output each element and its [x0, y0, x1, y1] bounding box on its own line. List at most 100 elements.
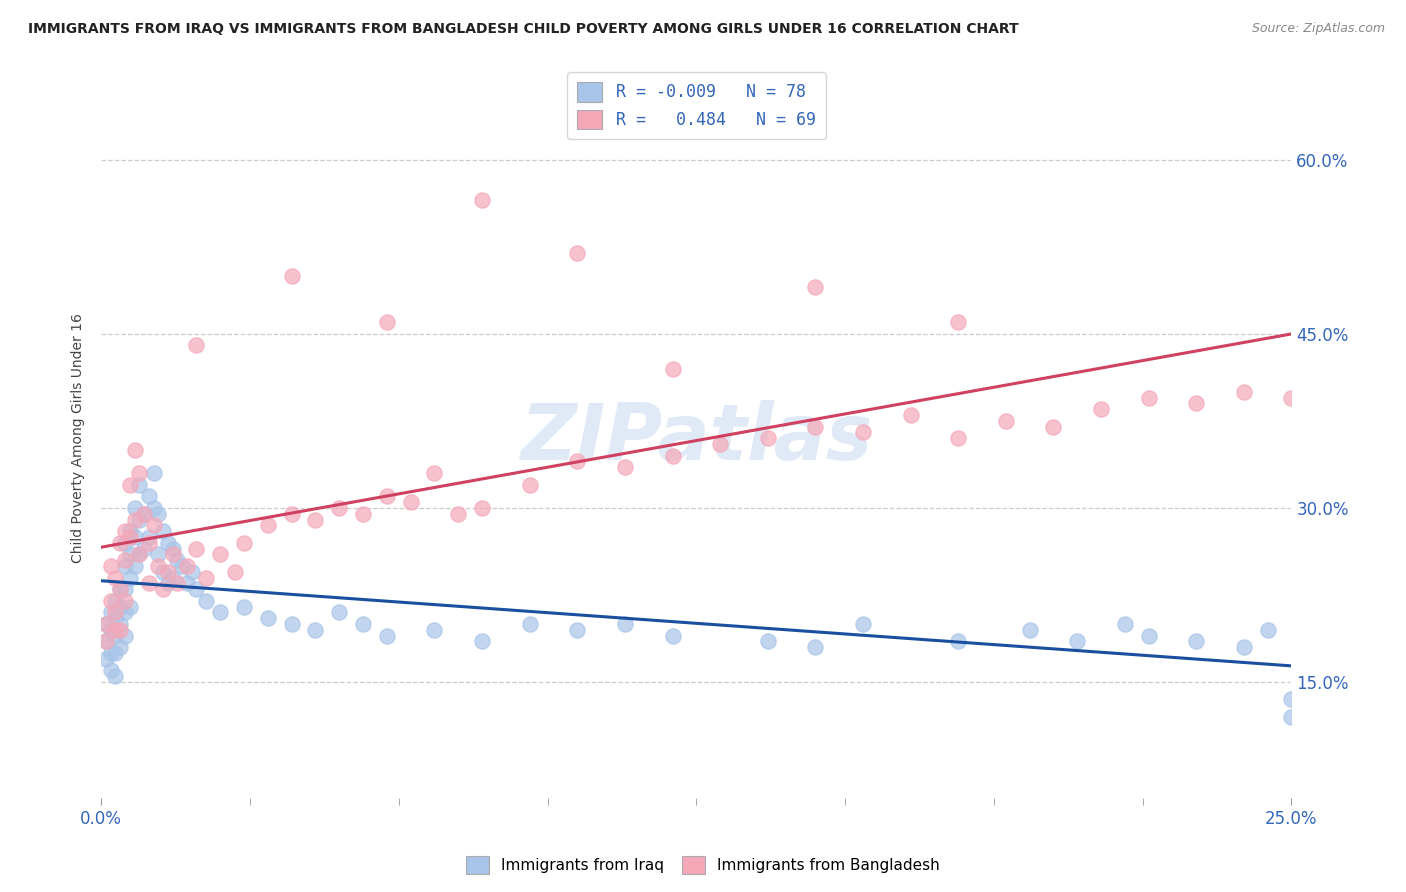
Point — [118, 547, 141, 561]
Point — [352, 617, 374, 632]
Point — [994, 414, 1017, 428]
Point — [1090, 402, 1112, 417]
Point — [110, 617, 132, 632]
Point — [138, 530, 160, 544]
Point — [132, 541, 155, 556]
Point — [104, 570, 127, 584]
Point — [1018, 623, 1040, 637]
Point — [114, 629, 136, 643]
Point — [128, 547, 150, 561]
Point — [233, 599, 256, 614]
Point — [186, 541, 208, 556]
Point — [423, 623, 446, 637]
Point — [172, 558, 194, 573]
Point — [804, 280, 827, 294]
Text: IMMIGRANTS FROM IRAQ VS IMMIGRANTS FROM BANGLADESH CHILD POVERTY AMONG GIRLS UND: IMMIGRANTS FROM IRAQ VS IMMIGRANTS FROM … — [28, 22, 1019, 37]
Point — [94, 617, 117, 632]
Point — [375, 489, 398, 503]
Point — [114, 606, 136, 620]
Point — [304, 512, 326, 526]
Point — [375, 315, 398, 329]
Point — [118, 570, 141, 584]
Point — [948, 315, 970, 329]
Point — [176, 558, 198, 573]
Point — [100, 594, 122, 608]
Legend: Immigrants from Iraq, Immigrants from Bangladesh: Immigrants from Iraq, Immigrants from Ba… — [460, 850, 946, 880]
Point — [148, 507, 170, 521]
Point — [257, 518, 280, 533]
Point — [1257, 623, 1279, 637]
Point — [114, 558, 136, 573]
Point — [804, 419, 827, 434]
Point — [118, 530, 141, 544]
Point — [128, 466, 150, 480]
Point — [194, 594, 217, 608]
Point — [471, 634, 494, 648]
Point — [280, 268, 302, 283]
Point — [804, 640, 827, 655]
Point — [110, 640, 132, 655]
Point — [613, 617, 636, 632]
Point — [1114, 617, 1136, 632]
Point — [100, 606, 122, 620]
Point — [328, 500, 350, 515]
Point — [128, 477, 150, 491]
Point — [132, 507, 155, 521]
Point — [852, 617, 875, 632]
Point — [1233, 384, 1256, 399]
Point — [661, 449, 683, 463]
Point — [124, 500, 146, 515]
Point — [114, 524, 136, 538]
Point — [148, 558, 170, 573]
Point — [224, 565, 246, 579]
Point — [209, 547, 232, 561]
Point — [1137, 391, 1160, 405]
Point — [567, 245, 589, 260]
Point — [661, 361, 683, 376]
Point — [162, 570, 184, 584]
Point — [280, 507, 302, 521]
Point — [152, 565, 174, 579]
Point — [471, 194, 494, 208]
Point — [104, 611, 127, 625]
Point — [94, 652, 117, 666]
Point — [94, 617, 117, 632]
Point — [110, 623, 132, 637]
Point — [180, 565, 202, 579]
Point — [186, 582, 208, 597]
Point — [124, 442, 146, 457]
Point — [1185, 396, 1208, 410]
Point — [156, 565, 179, 579]
Point — [100, 623, 122, 637]
Point — [852, 425, 875, 440]
Point — [328, 606, 350, 620]
Point — [162, 547, 184, 561]
Point — [114, 535, 136, 549]
Point — [186, 338, 208, 352]
Point — [104, 669, 127, 683]
Point — [94, 634, 117, 648]
Point — [124, 530, 146, 544]
Point — [114, 594, 136, 608]
Point — [142, 466, 165, 480]
Point — [948, 634, 970, 648]
Point — [166, 553, 188, 567]
Point — [567, 623, 589, 637]
Point — [471, 500, 494, 515]
Point — [166, 576, 188, 591]
Point — [756, 431, 779, 445]
Point — [110, 535, 132, 549]
Point — [104, 606, 127, 620]
Text: ZIPatlas: ZIPatlas — [520, 401, 873, 476]
Point — [375, 629, 398, 643]
Point — [194, 570, 217, 584]
Point — [1066, 634, 1088, 648]
Point — [132, 507, 155, 521]
Point — [304, 623, 326, 637]
Point — [104, 623, 127, 637]
Point — [156, 535, 179, 549]
Point — [567, 454, 589, 468]
Point — [661, 629, 683, 643]
Point — [1281, 692, 1303, 706]
Point — [1185, 634, 1208, 648]
